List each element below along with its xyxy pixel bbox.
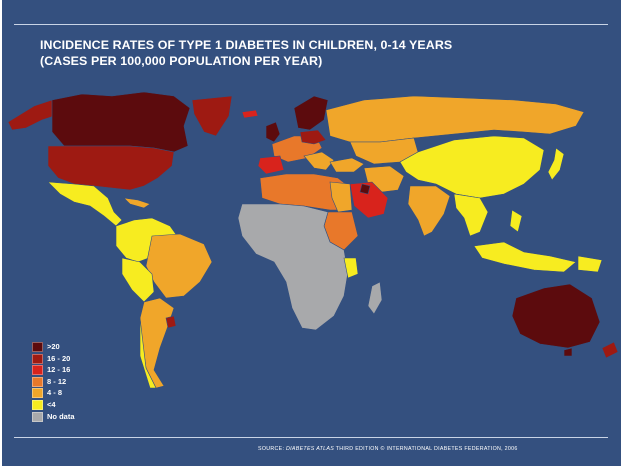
map-legend: >20 16 - 20 12 - 16 8 - 12 4 - 8 <4 xyxy=(32,342,152,423)
region-philippines xyxy=(509,209,523,233)
region-usa xyxy=(47,145,175,191)
source-atlas-name: DIABETES ATLAS xyxy=(286,446,335,452)
legend-label: 16 - 20 xyxy=(47,353,71,363)
legend-label: >20 xyxy=(47,342,60,351)
region-kuwait xyxy=(359,183,371,195)
top-divider xyxy=(14,24,608,25)
region-egypt xyxy=(329,181,353,213)
region-tanzania xyxy=(343,257,359,279)
region-southeast-asia xyxy=(453,193,489,237)
region-central-europe xyxy=(299,129,327,145)
region-new-zealand xyxy=(601,341,619,359)
legend-item: >20 xyxy=(32,342,152,352)
region-uk xyxy=(265,121,281,143)
legend-item: 12 - 16 xyxy=(32,365,152,376)
title-line-1: INCIDENCE RATES OF TYPE 1 DIABETES IN CH… xyxy=(40,38,453,52)
legend-item: No data xyxy=(32,411,152,422)
region-iceland xyxy=(241,109,259,119)
region-andes xyxy=(121,257,155,303)
legend-label: No data xyxy=(47,411,75,421)
legend-item: 8 - 12 xyxy=(32,376,152,387)
region-brazil xyxy=(145,233,213,299)
legend-label: 8 - 12 xyxy=(47,376,67,386)
legend-swatch-no-data xyxy=(32,411,43,422)
legend-swatch-8-12 xyxy=(32,376,43,387)
legend-swatch-over-20 xyxy=(32,342,43,352)
legend-swatch-12-16 xyxy=(32,365,43,376)
legend-item: <4 xyxy=(32,399,152,410)
region-australia xyxy=(511,283,601,349)
legend-swatch-16-20 xyxy=(32,353,43,364)
region-scandinavia xyxy=(293,95,329,131)
region-mexico-central-america xyxy=(47,181,123,227)
source-suffix: THIRD EDITION © INTERNATIONAL DIABETES F… xyxy=(334,446,518,452)
legend-label: 12 - 16 xyxy=(47,365,71,375)
bottom-divider xyxy=(14,437,608,438)
region-uruguay xyxy=(165,315,177,329)
legend-label: 4 - 8 xyxy=(47,388,63,398)
map-title: INCIDENCE RATES OF TYPE 1 DIABETES IN CH… xyxy=(40,38,600,69)
world-map xyxy=(7,91,619,389)
region-papua xyxy=(577,255,603,273)
region-russia xyxy=(325,95,585,143)
region-greenland xyxy=(191,95,233,137)
region-italy-balkans xyxy=(303,151,335,171)
region-madagascar xyxy=(367,281,383,315)
region-caribbean xyxy=(123,197,151,209)
legend-item: 4 - 8 xyxy=(32,388,152,399)
region-indonesia xyxy=(473,241,577,273)
legend-swatch-under-4 xyxy=(32,399,43,410)
region-saudi-arabia xyxy=(349,181,389,219)
region-canada xyxy=(51,91,191,153)
source-credit: SOURCE: DIABETES ATLAS THIRD EDITION © I… xyxy=(258,446,618,452)
region-iberia xyxy=(257,155,285,175)
title-line-2: (CASES PER 100,000 POPULATION PER YEAR) xyxy=(40,53,323,68)
region-japan xyxy=(547,147,565,181)
source-prefix: SOURCE: xyxy=(258,446,287,452)
region-china xyxy=(399,135,545,199)
legend-item: 16 - 20 xyxy=(32,353,152,364)
region-turkey xyxy=(329,157,365,173)
legend-label: <4 xyxy=(47,399,56,409)
legend-swatch-4-8 xyxy=(32,388,43,399)
region-india xyxy=(407,185,451,237)
region-sub-saharan-africa xyxy=(237,203,349,331)
region-chile xyxy=(139,317,157,389)
region-tasmania xyxy=(563,347,573,357)
region-alaska xyxy=(7,99,55,131)
